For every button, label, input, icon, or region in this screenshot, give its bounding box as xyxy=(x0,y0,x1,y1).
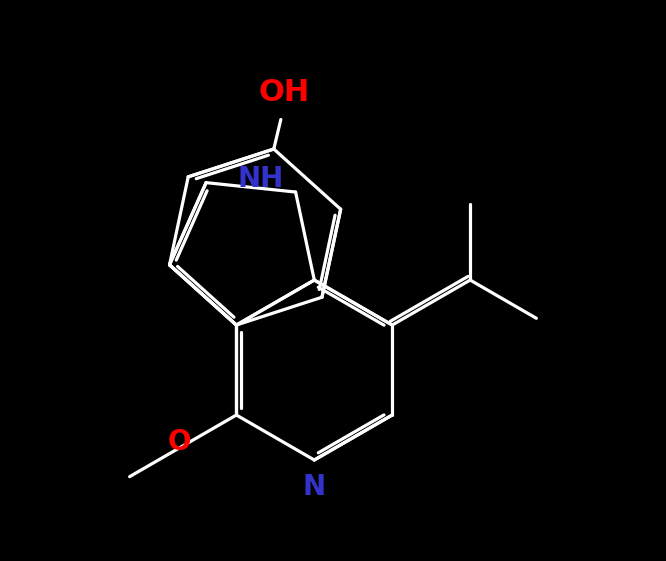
Text: O: O xyxy=(168,427,191,456)
Text: NH: NH xyxy=(238,165,284,193)
Text: OH: OH xyxy=(258,79,310,107)
Text: N: N xyxy=(303,473,326,501)
